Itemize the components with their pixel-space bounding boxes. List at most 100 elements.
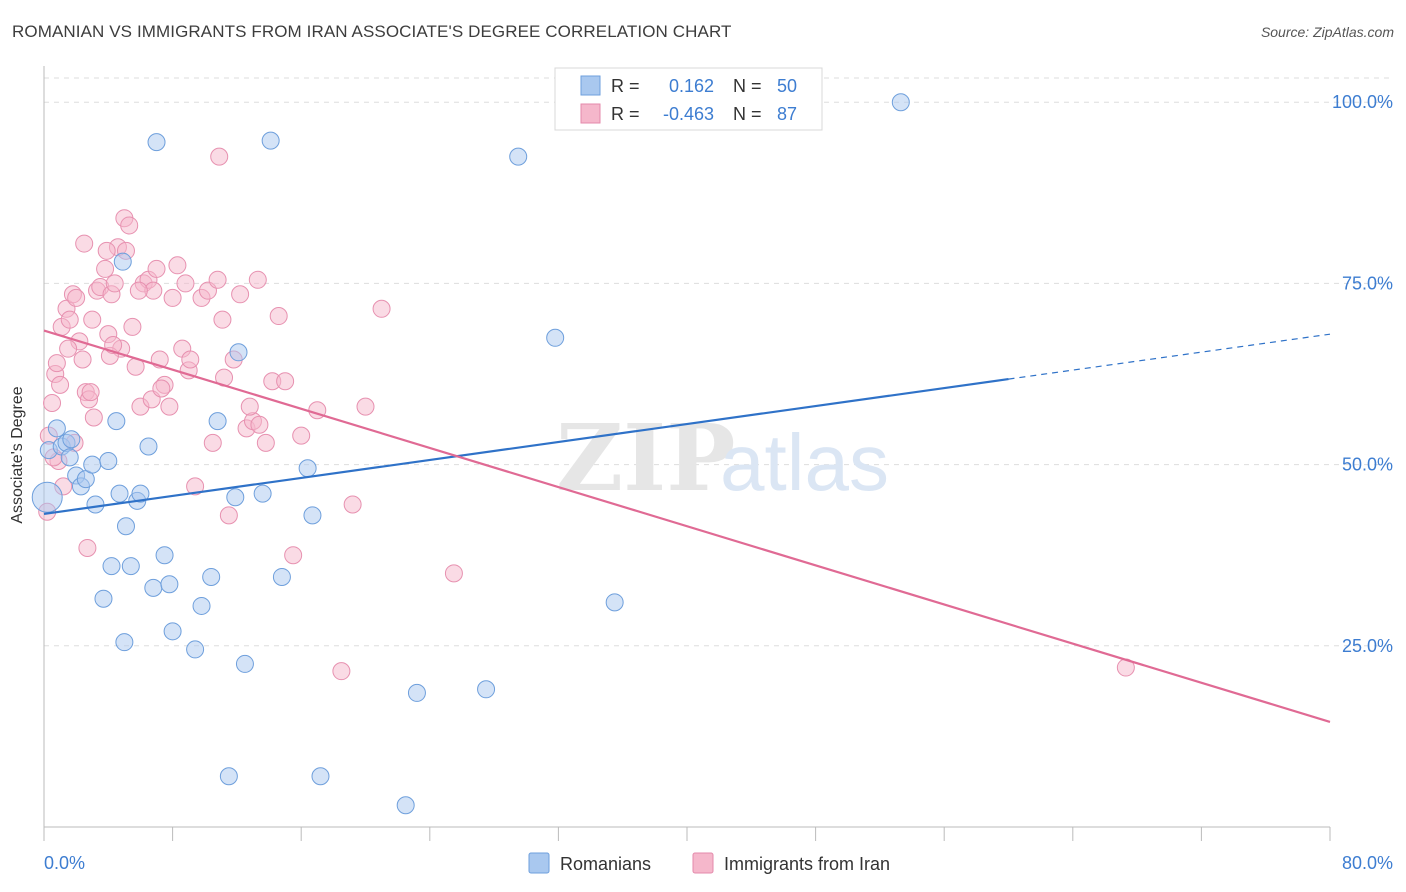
data-point-iran (248, 270, 267, 289)
y-tick-label: 100.0% (1332, 92, 1393, 112)
data-point-romanians (131, 484, 150, 503)
data-point-romanians (605, 593, 624, 612)
data-point-romanians (31, 481, 63, 513)
data-point-romanians (477, 680, 496, 699)
data-point-iran (160, 397, 179, 416)
chart-title: ROMANIAN VS IMMIGRANTS FROM IRAN ASSOCIA… (12, 22, 732, 41)
legend-swatch-romanians (528, 852, 550, 874)
data-point-iran (78, 538, 97, 557)
data-point-romanians (47, 419, 66, 438)
data-point-iran (292, 426, 311, 445)
data-point-romanians (192, 596, 211, 615)
data-point-iran (219, 506, 238, 525)
data-point-romanians (163, 622, 182, 641)
watermark: ZIP atlas (556, 404, 889, 512)
data-point-iran (96, 259, 115, 278)
data-point-iran (208, 270, 227, 289)
stats-legend-n-value-2: 87 (777, 104, 797, 124)
y-tick-label: 25.0% (1342, 636, 1393, 656)
data-point-romanians (407, 683, 426, 702)
data-point-iran (168, 256, 187, 275)
data-point-iran (250, 415, 269, 434)
data-point-romanians (261, 131, 280, 150)
data-point-iran (210, 147, 229, 166)
data-point-iran (444, 564, 463, 583)
data-point-iran (269, 307, 288, 326)
data-point-iran (284, 546, 303, 565)
stats-legend-n-label-2: N = (733, 104, 762, 124)
data-point-iran (186, 477, 205, 496)
data-point-iran (129, 281, 148, 300)
data-point-iran (67, 288, 86, 307)
x-tick-label-min: 0.0% (44, 853, 85, 873)
y-tick-label: 50.0% (1342, 455, 1393, 475)
data-point-romanians (102, 557, 121, 576)
data-point-romanians (121, 557, 140, 576)
data-point-romanians (144, 578, 163, 597)
data-point-iran (356, 397, 375, 416)
watermark-atlas: atlas (720, 418, 889, 507)
data-point-romanians (160, 575, 179, 594)
stats-legend-r-label-1: R = (611, 76, 640, 96)
data-point-iran (256, 433, 275, 452)
trendline-romanians-extension (1008, 333, 1331, 380)
legend-swatch-iran (692, 852, 714, 874)
data-point-romanians (272, 567, 291, 586)
data-point-romanians (219, 767, 238, 786)
data-point-romanians (186, 640, 205, 659)
stats-legend-r-value-2: -0.463 (663, 104, 714, 124)
data-point-romanians (99, 451, 118, 470)
data-point-iran (147, 259, 166, 278)
data-point-romanians (115, 633, 134, 652)
data-point-romanians (139, 437, 158, 456)
data-point-romanians (509, 147, 528, 166)
stats-legend-swatch-iran (580, 103, 601, 124)
x-tick-labels: 0.0% 80.0% (44, 853, 1393, 873)
trendlines (43, 329, 1331, 723)
data-point-romanians (235, 654, 254, 673)
data-point-romanians (202, 567, 221, 586)
data-point-iran (75, 234, 94, 253)
data-point-romanians (208, 412, 227, 431)
data-point-romanians (303, 506, 322, 525)
data-point-romanians (298, 459, 317, 478)
data-point-iran (51, 375, 70, 394)
stats-legend-n-value-1: 50 (777, 76, 797, 96)
data-point-romanians (83, 455, 102, 474)
data-point-iran (152, 379, 171, 398)
series-romanians-points (31, 93, 910, 815)
data-point-iran (163, 288, 182, 307)
trendline-romanians (43, 378, 1009, 515)
data-point-romanians (226, 488, 245, 507)
data-point-iran (203, 433, 222, 452)
stats-legend: R = 0.162 N = 50 R = -0.463 N = 87 (554, 67, 823, 131)
legend-label-romanians: Romanians (560, 854, 651, 874)
data-point-romanians (110, 484, 129, 503)
chart-source: Source: ZipAtlas.com (1260, 24, 1394, 40)
data-point-romanians (229, 343, 248, 362)
data-point-romanians (396, 796, 415, 815)
data-point-romanians (155, 546, 174, 565)
data-point-romanians (86, 495, 105, 514)
data-point-romanians (311, 767, 330, 786)
data-point-iran (73, 350, 92, 369)
data-point-iran (83, 310, 102, 329)
stats-legend-n-label-1: N = (733, 76, 762, 96)
y-tick-labels: 25.0% 50.0% 75.0% 100.0% (1332, 92, 1393, 656)
data-point-iran (81, 383, 100, 402)
data-point-romanians (107, 412, 126, 431)
data-point-iran (120, 216, 139, 235)
stats-legend-swatch-romanians (580, 75, 601, 96)
data-point-romanians (113, 252, 132, 271)
data-point-iran (240, 397, 259, 416)
data-point-romanians (891, 93, 910, 112)
data-point-iran (59, 339, 78, 358)
data-point-romanians (62, 430, 81, 449)
data-point-romanians (147, 133, 166, 152)
data-point-iran (84, 408, 103, 427)
legend-label-iran: Immigrants from Iran (724, 854, 890, 874)
data-point-romanians (116, 517, 135, 536)
data-point-iran (123, 317, 142, 336)
data-point-iran (231, 285, 250, 304)
data-point-iran (343, 495, 362, 514)
